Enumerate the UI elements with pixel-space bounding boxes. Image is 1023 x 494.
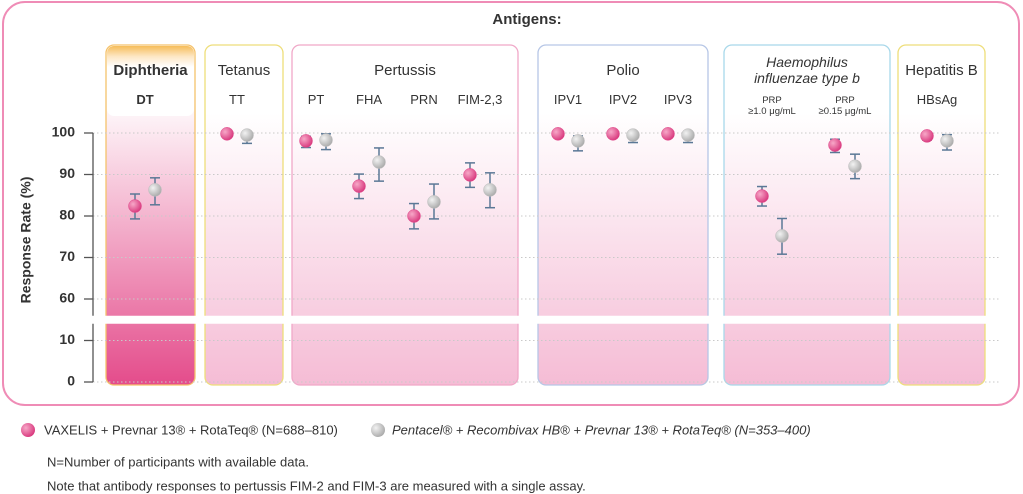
data-point [661, 127, 675, 141]
data-point [240, 128, 254, 142]
group-panel [897, 44, 986, 386]
legend-label: VAXELIS + Prevnar 13® + RotaTeq® (N=688–… [44, 422, 338, 437]
data-point [940, 134, 954, 148]
footnote: Note that antibody responses to pertussi… [47, 478, 586, 493]
y-tick-label: 100 [52, 124, 76, 140]
x-category-label: PRN [410, 92, 438, 107]
data-point [148, 183, 162, 197]
data-point [407, 209, 421, 223]
data-point [299, 134, 313, 148]
x-category-label: PRP ≥0.15 μg/mL [818, 95, 872, 117]
legend-marker [371, 423, 385, 437]
data-point [848, 159, 862, 173]
y-axis-label: Response Rate (%) [18, 177, 34, 304]
group-header-bg [107, 46, 194, 116]
x-category-label: FIM-2,3 [457, 92, 503, 107]
y-tick-label: 0 [67, 373, 75, 389]
data-point [626, 128, 640, 142]
data-point [427, 195, 441, 209]
data-point [463, 168, 477, 182]
group-label: Haemophilus influenzae type b [754, 54, 860, 87]
y-tick-label: 60 [59, 290, 75, 306]
x-category-label: HBsAg [916, 92, 958, 107]
axis-break [84, 315, 1004, 324]
frame [2, 1, 1020, 406]
chart-title: Antigens: [492, 11, 561, 28]
data-point [220, 127, 234, 141]
data-point [681, 128, 695, 142]
data-point [483, 183, 497, 197]
x-category-label: FHA [356, 92, 382, 107]
data-point [606, 127, 620, 141]
data-point [372, 155, 386, 169]
data-point [775, 229, 789, 243]
x-category-label: IPV1 [553, 92, 583, 107]
legend-label: Pentacel® + Recombivax HB® + Prevnar 13®… [392, 422, 811, 437]
data-point [755, 189, 769, 203]
legend-marker [21, 423, 35, 437]
group-panel [291, 44, 519, 386]
x-category-label: DT [136, 92, 154, 107]
data-point [828, 138, 842, 152]
y-tick-label: 90 [59, 165, 75, 181]
group-label: Pertussis [374, 62, 436, 79]
group-label: Polio [606, 62, 640, 79]
x-category-label: PT [307, 92, 325, 107]
group-label: Diphtheria [113, 62, 188, 79]
y-tick-label: 80 [59, 207, 75, 223]
group-panel [723, 44, 891, 386]
x-category-label: IPV2 [608, 92, 638, 107]
data-point [551, 127, 565, 141]
data-point [920, 129, 934, 143]
data-point [319, 133, 333, 147]
group-label: Tetanus [217, 62, 271, 79]
data-point [352, 179, 366, 193]
y-tick-label: 70 [59, 248, 75, 264]
data-point [128, 199, 142, 213]
x-category-label: PRP ≥1.0 μg/mL [748, 95, 796, 117]
x-category-label: IPV3 [663, 92, 693, 107]
group-panel [105, 44, 196, 386]
footnote: N=Number of participants with available … [47, 454, 309, 469]
data-point [571, 134, 585, 148]
group-label: Hepatitis B [905, 62, 978, 79]
x-category-label: TT [229, 92, 245, 107]
y-tick-label: 10 [59, 331, 75, 347]
